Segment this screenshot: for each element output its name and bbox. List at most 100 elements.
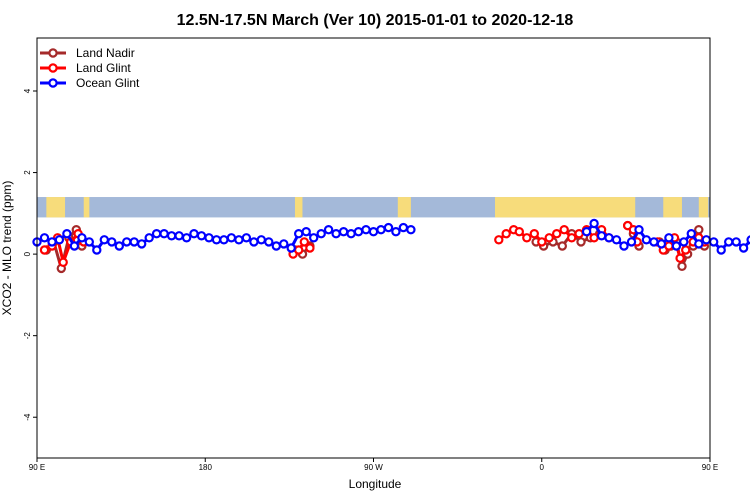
x-tick-label: 0 [540, 463, 545, 472]
data-point [709, 237, 719, 247]
y-tick-label: 2 [23, 170, 32, 175]
data-point [286, 243, 296, 253]
data-point [671, 241, 682, 251]
data-point [114, 241, 125, 251]
data-point [738, 243, 749, 253]
data-point [576, 237, 586, 247]
data-point [204, 233, 214, 243]
data-point [69, 241, 80, 251]
data-point [679, 237, 689, 247]
land-ocean-band [37, 197, 710, 218]
x-axis-label: Longitude [349, 477, 402, 491]
data-point [249, 237, 259, 247]
data-point [574, 228, 584, 239]
y-tick-label: -2 [23, 332, 32, 340]
x-tick-label: 90 W [364, 463, 383, 472]
data-point [264, 237, 274, 247]
land-segment [663, 197, 682, 218]
data-point [58, 257, 68, 267]
data-point [62, 228, 72, 239]
data-point [84, 237, 95, 247]
data-point [299, 237, 309, 247]
data-point [256, 235, 266, 245]
x-tick-label: 90 E [29, 463, 45, 472]
data-point [552, 228, 562, 239]
data-point [391, 226, 401, 237]
data-point [301, 226, 311, 237]
data-point [596, 231, 607, 241]
land-segment [495, 197, 636, 218]
data-point [649, 237, 659, 247]
data-point [664, 233, 674, 243]
data-point [338, 226, 349, 237]
legend-label: Land Nadir [76, 46, 135, 60]
data-point [494, 235, 504, 245]
data-point [144, 233, 154, 243]
data-point [99, 235, 110, 245]
data-point [294, 245, 304, 255]
y-axis-label: XCO2 - MLO trend (ppm) [0, 181, 14, 316]
data-point [694, 224, 704, 235]
data-point [514, 226, 525, 237]
data-point [166, 231, 177, 241]
data-point [544, 233, 554, 243]
data-point [724, 237, 734, 247]
data-point [331, 228, 341, 239]
land-segment [698, 197, 709, 218]
data-point [641, 235, 652, 245]
data-point [136, 239, 147, 249]
data-point [406, 224, 416, 235]
data-point [581, 226, 592, 237]
legend-marker [48, 48, 58, 58]
data-point [294, 228, 304, 239]
data-point [279, 239, 289, 249]
y-tick-label: 4 [23, 88, 32, 93]
data-point [522, 233, 532, 243]
data-point [241, 233, 252, 243]
legend-label: Land Glint [76, 61, 131, 75]
data-point [271, 241, 281, 251]
data-point [39, 245, 50, 255]
data-point [686, 228, 697, 239]
y-tick-label: -4 [23, 413, 32, 421]
data-point [716, 245, 726, 255]
data-point [305, 243, 315, 253]
data-point [611, 235, 622, 245]
data-point [174, 231, 184, 241]
data-point [677, 261, 687, 271]
data-point [151, 228, 162, 239]
data-point [234, 235, 244, 245]
data-point [316, 228, 326, 239]
data-point [557, 241, 568, 251]
data-point [368, 226, 379, 237]
data-point [107, 237, 117, 247]
y-axis: -4 -2 0 2 4 [23, 88, 37, 421]
legend-marker [48, 63, 58, 73]
series-ocean-glint [32, 218, 750, 255]
data-point [746, 235, 750, 245]
data-point [694, 239, 704, 249]
data-point [181, 233, 192, 243]
data-point [189, 228, 199, 239]
legend-item-land-nadir: Land Nadir [40, 46, 135, 60]
data-point [634, 224, 644, 235]
land-segment [46, 197, 66, 218]
data-point [529, 228, 540, 239]
data-point [619, 241, 629, 251]
data-point [664, 241, 674, 251]
data-point [129, 237, 139, 247]
data-point [681, 245, 691, 255]
data-point [626, 237, 637, 247]
data-point [77, 233, 87, 243]
land-segment [83, 197, 90, 218]
data-point [159, 228, 169, 239]
data-point [309, 233, 319, 243]
x-tick-label: 180 [199, 463, 213, 472]
data-point [361, 224, 371, 235]
data-point [559, 224, 569, 235]
data-point [589, 233, 599, 243]
data-point [383, 222, 394, 233]
data-point [353, 226, 364, 237]
land-segment [397, 197, 411, 218]
